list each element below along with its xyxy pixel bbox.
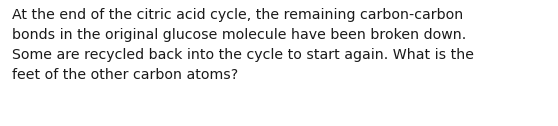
Text: At the end of the citric acid cycle, the remaining carbon-carbon
bonds in the or: At the end of the citric acid cycle, the… <box>12 8 474 82</box>
